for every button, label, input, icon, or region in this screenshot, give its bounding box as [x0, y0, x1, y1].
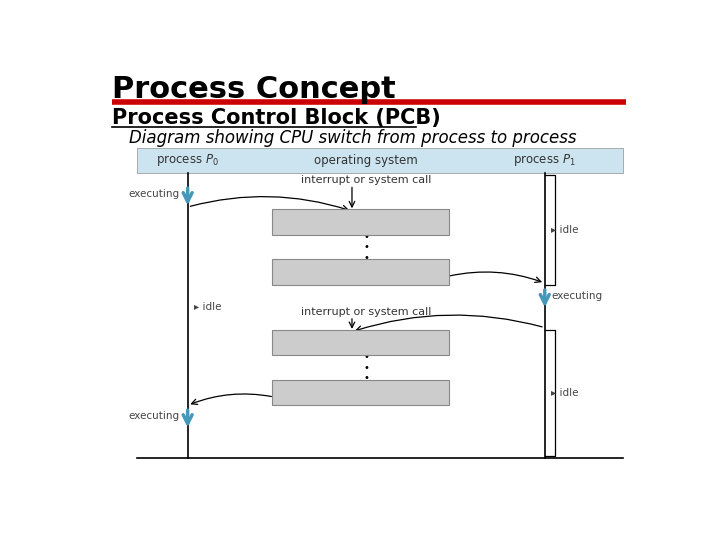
- Text: reload state from PCB₁: reload state from PCB₁: [302, 267, 420, 277]
- Text: •: •: [364, 373, 369, 383]
- Text: interrupt or system call: interrupt or system call: [301, 176, 431, 185]
- Text: •: •: [364, 253, 369, 262]
- Text: operating system: operating system: [315, 154, 418, 167]
- Text: •: •: [364, 352, 369, 362]
- Text: interrupt or system call: interrupt or system call: [301, 307, 431, 317]
- Text: executing: executing: [128, 188, 179, 199]
- Text: •: •: [364, 232, 369, 242]
- Text: save state into PCB₁: save state into PCB₁: [307, 338, 413, 348]
- Text: executing: executing: [128, 411, 179, 421]
- Text: •: •: [364, 363, 369, 373]
- Text: Process Control Block (PCB): Process Control Block (PCB): [112, 109, 441, 129]
- FancyBboxPatch shape: [272, 380, 449, 406]
- Text: Diagram showing CPU switch from process to process: Diagram showing CPU switch from process …: [129, 129, 577, 147]
- FancyBboxPatch shape: [272, 330, 449, 355]
- FancyBboxPatch shape: [272, 259, 449, 285]
- Text: ▸ idle: ▸ idle: [552, 225, 579, 235]
- Text: reload state from PCB₀: reload state from PCB₀: [302, 388, 420, 397]
- Text: executing: executing: [552, 291, 603, 301]
- FancyBboxPatch shape: [138, 148, 623, 173]
- FancyBboxPatch shape: [272, 210, 449, 235]
- Text: save state into PCB₀: save state into PCB₀: [307, 217, 413, 227]
- Text: •: •: [364, 242, 369, 252]
- Text: process $P_0$: process $P_0$: [156, 152, 219, 168]
- Text: ▸ idle: ▸ idle: [194, 302, 222, 312]
- Text: process $P_1$: process $P_1$: [513, 152, 576, 168]
- Text: Process Concept: Process Concept: [112, 75, 396, 104]
- Text: ▸ idle: ▸ idle: [552, 388, 579, 397]
